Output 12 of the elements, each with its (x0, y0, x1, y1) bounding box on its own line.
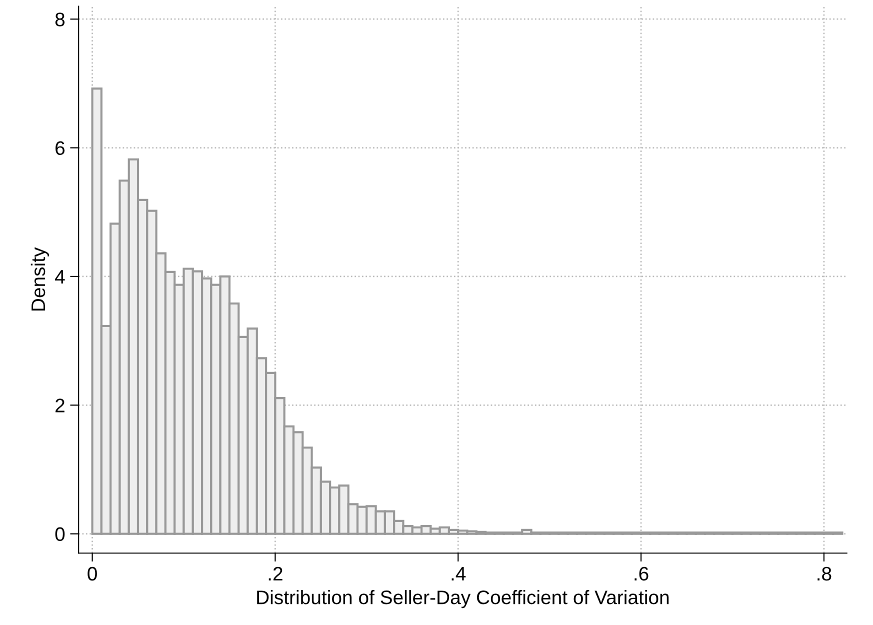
x-tick-label: .8 (818, 566, 832, 581)
y-tick-label: 0 (55, 527, 65, 542)
x-tick-label: 0 (88, 566, 97, 581)
x-tick-label: .2 (268, 566, 282, 580)
x-axis-title: Distribution of Seller-Day Coefficient of Variation (257, 590, 669, 608)
y-tick-label: 8 (55, 12, 65, 26)
y-tick-label: 2 (56, 398, 64, 412)
x-tick-label: .4 (452, 567, 466, 580)
y-tick-label: 4 (55, 270, 65, 284)
y-axis-title: Density (30, 247, 50, 311)
y-tick-label: 6 (56, 141, 65, 156)
x-tick-label: .6 (634, 566, 648, 581)
